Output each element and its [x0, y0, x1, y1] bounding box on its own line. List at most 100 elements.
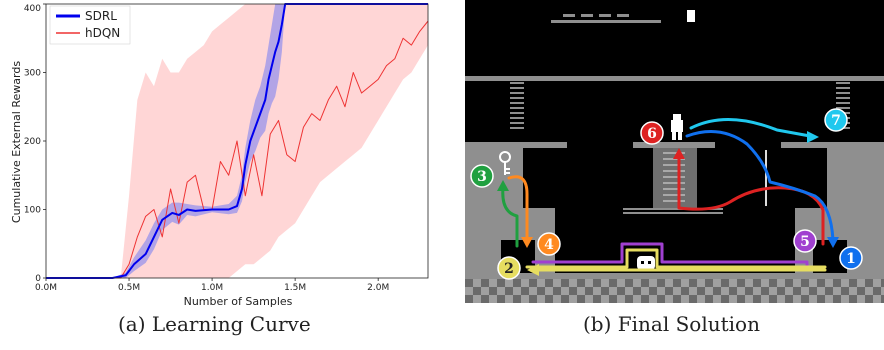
arrow-head-orange — [521, 237, 533, 248]
checker-tile — [497, 287, 505, 295]
checker-tile — [689, 295, 697, 303]
ladder-top-left — [510, 82, 524, 129]
line-hdqn — [46, 20, 429, 279]
caption-final-solution: (b) Final Solution — [583, 312, 760, 336]
checker-tile — [625, 287, 633, 295]
checker-tile — [577, 279, 585, 287]
checker-tile — [745, 279, 753, 287]
checker-tile — [777, 279, 785, 287]
solution-paths — [497, 118, 839, 276]
path-purple — [531, 242, 809, 270]
checker-tile — [569, 279, 577, 287]
checker-tile — [689, 279, 697, 287]
path-green — [501, 186, 519, 248]
checker-tile — [769, 295, 777, 303]
checker-tile — [817, 295, 825, 303]
checker-tile — [705, 279, 713, 287]
checker-tile — [849, 287, 857, 295]
checker-tile — [609, 279, 617, 287]
checker-tile — [873, 295, 881, 303]
checker-tile — [729, 279, 737, 287]
checker-tile — [625, 295, 633, 303]
x-tick-label: 1.5M — [284, 283, 306, 293]
checker-tile — [513, 279, 521, 287]
checker-tile — [521, 279, 529, 287]
checker-tile — [529, 287, 537, 295]
checker-tile — [609, 287, 617, 295]
legend: SDRL hDQN — [49, 5, 131, 45]
checker-tile — [601, 287, 609, 295]
checker-tile — [481, 279, 489, 287]
checker-tile — [553, 287, 561, 295]
arrow-head-red — [673, 148, 685, 159]
checker-tile — [697, 279, 705, 287]
checker-tile — [545, 295, 553, 303]
checker-tile — [785, 287, 793, 295]
checker-tile — [721, 279, 729, 287]
legend-label-hdqn: hDQN — [85, 26, 120, 40]
checker-tile — [593, 295, 601, 303]
legend-label-sdrl: SDRL — [85, 9, 117, 23]
checker-tile — [833, 287, 841, 295]
checker-tile — [697, 287, 705, 295]
checker-tile — [705, 287, 713, 295]
y-tick-label: 200 — [24, 137, 41, 147]
checker-tile — [553, 279, 561, 287]
checker-tile — [665, 287, 673, 295]
checker-tile — [849, 279, 857, 287]
floor-right — [781, 142, 884, 148]
step-3-label: 3 — [477, 169, 487, 185]
checker-tile — [809, 287, 817, 295]
checker-tile — [769, 279, 777, 287]
checker-tile — [857, 279, 865, 287]
checker-tile — [873, 287, 881, 295]
checker-tile — [713, 295, 721, 303]
checker-tile — [529, 295, 537, 303]
checker-tile — [729, 295, 737, 303]
checker-tile — [809, 279, 817, 287]
checker-tile — [681, 279, 689, 287]
checker-tile — [649, 279, 657, 287]
step-3-marker: 3 — [470, 164, 494, 188]
step-5-marker: 5 — [793, 229, 817, 253]
path-cyan — [689, 118, 812, 138]
checker-tile — [609, 295, 617, 303]
floor-left — [465, 142, 567, 148]
y-tick-label: 300 — [24, 69, 41, 79]
checker-tile — [489, 279, 497, 287]
checker-tile — [537, 279, 545, 287]
checker-tile — [649, 287, 657, 295]
checker-tile — [545, 279, 553, 287]
checker-tile — [841, 295, 849, 303]
checker-tile — [657, 295, 665, 303]
checker-tile — [801, 287, 809, 295]
checker-tile — [761, 287, 769, 295]
arrow-head-cyan — [807, 131, 819, 143]
checker-tile — [753, 295, 761, 303]
checker-tile — [465, 287, 473, 295]
checker-tile — [585, 279, 593, 287]
checker-tile — [497, 295, 505, 303]
learning-curve-chart: 0.0M 0.5M 1.0M 1.5M 2.0M 0 100 200 300 400 SDRL h… — [10, 3, 429, 308]
checker-tile — [713, 279, 721, 287]
checker-tile — [881, 279, 884, 287]
checker-tile — [593, 279, 601, 287]
checker-tile — [825, 295, 833, 303]
checker-tile — [481, 287, 489, 295]
checker-tile — [617, 295, 625, 303]
checker-tile — [497, 279, 505, 287]
checker-tile — [489, 295, 497, 303]
checker-tile — [761, 279, 769, 287]
checker-tile — [513, 295, 521, 303]
checker-tile — [881, 295, 884, 303]
checker-tile — [553, 295, 561, 303]
checker-tile — [465, 279, 473, 287]
step-2-marker: 2 — [497, 256, 521, 280]
checker-tile — [489, 287, 497, 295]
checker-tile — [505, 279, 513, 287]
checker-tile — [873, 279, 881, 287]
checker-tile — [761, 295, 769, 303]
checker-tile — [585, 287, 593, 295]
checker-tile — [473, 287, 481, 295]
checker-tile — [641, 279, 649, 287]
